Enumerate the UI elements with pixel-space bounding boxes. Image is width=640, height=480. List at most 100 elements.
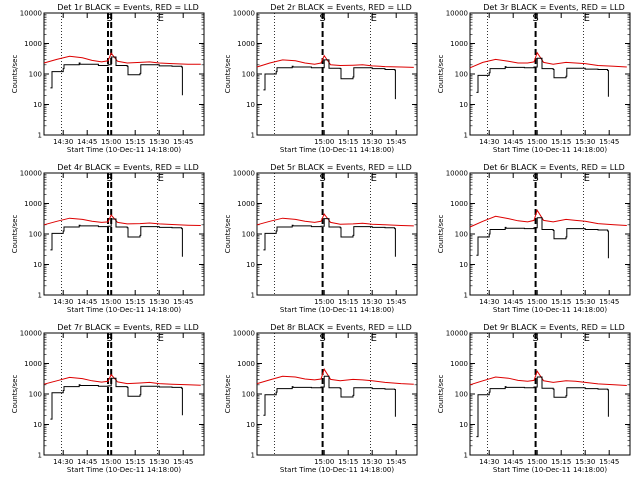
series-line-lld [43, 214, 201, 226]
panel-title: Det 3r BLACK = Events, RED = LLD [483, 3, 625, 12]
y-tick-label: 1000 [237, 40, 255, 48]
x-axis-label: Start Time (10-Dec-11 14:18:00) [280, 306, 394, 314]
x-axis-label: Start Time (10-Dec-11 14:18:00) [493, 306, 607, 314]
panel-title: Det 7r BLACK = Events, RED = LLD [57, 323, 199, 332]
x-tick-label: 15:00 [314, 138, 334, 146]
y-tick-label: 1000 [24, 360, 42, 368]
x-tick-label: 15:00 [527, 138, 547, 146]
y-axis-label: Counts/sec [11, 215, 19, 254]
detector-panel-5: Det 5r BLACK = Events, RED = LLD 1 10 100 10… [213, 160, 426, 320]
x-tick-label: 15:45 [599, 138, 619, 146]
y-tick-label: 1 [464, 292, 468, 300]
x-tick-label: 15:45 [173, 138, 193, 146]
y-tick-label: 1 [38, 452, 42, 460]
series-line-events [476, 217, 609, 259]
y-tick-label: 10 [459, 261, 468, 269]
x-tick-label: 15:30 [362, 138, 382, 146]
series-line-events [50, 218, 183, 257]
x-tick-label: 15:15 [125, 298, 145, 306]
interval-marker-s: S [532, 13, 538, 24]
series-line-events [50, 56, 183, 96]
series-line-events [263, 375, 396, 417]
x-axis-label: Start Time (10-Dec-11 14:18:00) [493, 466, 607, 474]
series-line-events [476, 57, 609, 97]
detector-panel-6: Det 6r BLACK = Events, RED = LLD 1 10 100 10… [426, 160, 639, 320]
x-tick-label: 15:45 [173, 298, 193, 306]
x-tick-label: 15:15 [551, 458, 571, 466]
x-axis-label: Start Time (10-Dec-11 14:18:00) [280, 146, 394, 154]
x-tick-label: 15:00 [314, 298, 334, 306]
plot-svg: Det 5r BLACK = Events, RED = LLD 1 10 100 10… [224, 163, 418, 314]
x-tick-label: 15:45 [386, 458, 406, 466]
x-tick-label: 15:30 [149, 298, 169, 306]
x-tick-label: 15:30 [362, 458, 382, 466]
series-line-lld [256, 368, 414, 385]
x-tick-label: 14:30 [479, 298, 499, 306]
y-tick-label: 10 [459, 101, 468, 109]
plot-svg: Det 8r BLACK = Events, RED = LLD 1 10 100 10… [224, 323, 418, 474]
series-line-events [50, 377, 183, 420]
y-tick-label: 10 [246, 101, 255, 109]
plot-svg: Det 9r BLACK = Events, RED = LLD 1 10 100 10… [437, 323, 631, 474]
y-tick-label: 100 [242, 231, 255, 239]
plot-frame [469, 172, 631, 296]
panel-title: Det 6r BLACK = Events, RED = LLD [483, 163, 625, 172]
y-axis-label: Counts/sec [437, 55, 445, 94]
plot-frame [469, 332, 631, 456]
x-tick-label: 15:00 [101, 138, 121, 146]
plot-svg: Det 1r BLACK = Events, RED = LLD 1 10 100 10… [11, 3, 205, 154]
x-tick-label: 14:45 [503, 458, 523, 466]
panel-title: Det 2r BLACK = Events, RED = LLD [270, 3, 412, 12]
x-tick-label: 15:15 [551, 138, 571, 146]
y-tick-label: 1 [38, 132, 42, 140]
y-axis-label: Counts/sec [224, 55, 232, 94]
x-tick-label: 14:30 [53, 138, 73, 146]
y-tick-label: 10000 [20, 10, 42, 18]
y-tick-label: 1 [464, 452, 468, 460]
y-tick-label: 100 [29, 71, 42, 79]
y-tick-label: 1000 [237, 200, 255, 208]
x-tick-label: 15:30 [575, 458, 595, 466]
x-tick-label: 15:45 [386, 138, 406, 146]
y-tick-label: 10 [33, 261, 42, 269]
x-axis-label: Start Time (10-Dec-11 14:18:00) [67, 146, 181, 154]
plot-frame [256, 12, 418, 136]
panel-title: Det 4r BLACK = Events, RED = LLD [57, 163, 199, 172]
interval-marker-e: E [158, 173, 164, 184]
interval-marker-e: E [158, 13, 164, 24]
y-tick-label: 100 [29, 391, 42, 399]
y-tick-label: 100 [455, 231, 468, 239]
y-tick-label: 100 [242, 71, 255, 79]
plot-frame [469, 12, 631, 136]
interval-marker-s: S [106, 173, 112, 184]
detector-panel-9: Det 9r BLACK = Events, RED = LLD 1 10 100 10… [426, 320, 639, 480]
x-tick-label: 15:45 [173, 458, 193, 466]
x-tick-label: 15:15 [338, 458, 358, 466]
panel-title: Det 1r BLACK = Events, RED = LLD [57, 3, 199, 12]
x-tick-label: 15:30 [149, 458, 169, 466]
y-tick-label: 100 [455, 71, 468, 79]
x-tick-label: 14:45 [503, 138, 523, 146]
series-line-lld [43, 373, 201, 386]
y-tick-label: 1 [251, 132, 255, 140]
y-tick-label: 10000 [233, 170, 255, 178]
y-tick-label: 10000 [233, 330, 255, 338]
x-tick-label: 14:45 [77, 138, 97, 146]
panel-title: Det 8r BLACK = Events, RED = LLD [270, 323, 412, 332]
interval-marker-e: E [584, 173, 590, 184]
series-line-events [263, 218, 396, 257]
series-line-lld [469, 370, 627, 386]
y-tick-label: 1000 [450, 360, 468, 368]
y-axis-label: Counts/sec [11, 55, 19, 94]
x-tick-label: 14:45 [77, 458, 97, 466]
interval-marker-e: E [371, 333, 377, 344]
y-tick-label: 1000 [237, 360, 255, 368]
plot-svg: Det 2r BLACK = Events, RED = LLD 1 10 100 10… [224, 3, 418, 154]
interval-marker-s: S [319, 173, 325, 184]
x-tick-label: 15:15 [125, 458, 145, 466]
interval-marker-e: E [584, 333, 590, 344]
series-line-lld [43, 52, 201, 65]
x-tick-label: 14:30 [53, 298, 73, 306]
interval-marker-s: S [532, 173, 538, 184]
